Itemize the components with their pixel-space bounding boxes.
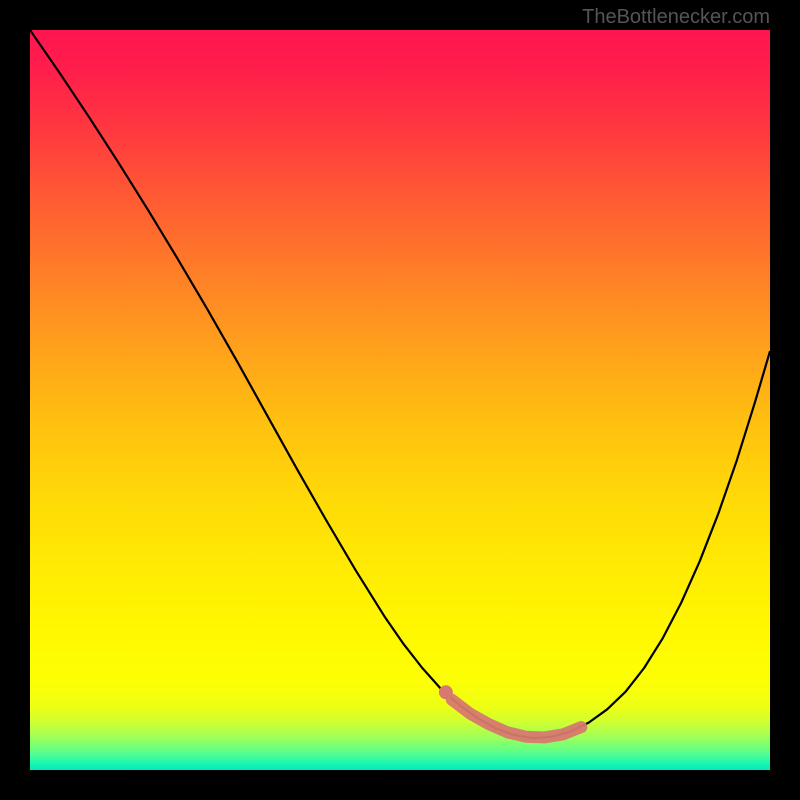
chart-frame: TheBottlenecker.com	[0, 0, 800, 800]
heat-chart	[0, 0, 800, 800]
